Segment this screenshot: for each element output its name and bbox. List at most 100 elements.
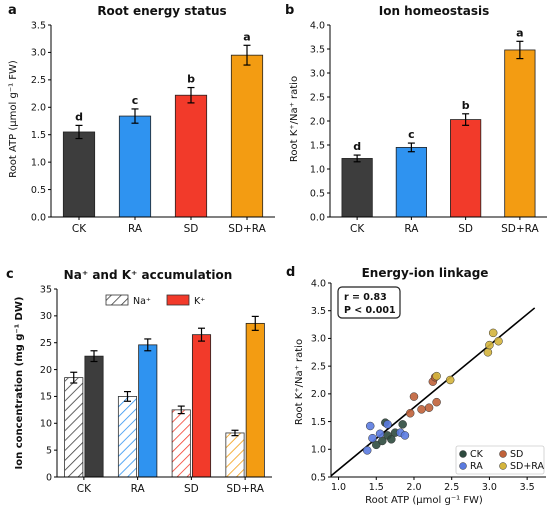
panel-a-ytick-label: 2.0: [31, 103, 46, 114]
panel-a-ytick-label: 3.5: [31, 20, 46, 31]
panel-d-legend-box: [455, 445, 545, 475]
panel-b-sig-letter: d: [353, 140, 361, 153]
panel-d-point-sd-ra: [488, 328, 498, 338]
panel-a-plot: 0.0 0.5 1.0 1.5 2.0 2.5 3.0 3.5 d CK c RA b SD a SD+RA: [31, 20, 275, 235]
panel-d-point-ra: [365, 421, 375, 431]
panel-b: b Ion homeostasis Root K⁺/Na⁺ ratio 0.0 0…: [285, 3, 547, 235]
panel-b-ytick-label: 1.5: [310, 140, 325, 151]
panel-a-title: Root energy status: [97, 4, 226, 18]
panel-b-title: Ion homeostasis: [379, 4, 489, 18]
panel-d-point-sd-ra: [494, 336, 503, 346]
panel-b-bar: [504, 49, 536, 218]
panel-b-bar: [341, 158, 373, 218]
panel-d-stat-r: r = 0.83: [344, 292, 387, 303]
panel-d-point-sd: [405, 409, 415, 418]
panel-d-label: d: [286, 265, 295, 280]
panel-d-point-sd-ra: [432, 371, 441, 381]
panel-d-legend-marker: [499, 450, 507, 458]
panel-d-legend-marker: [459, 450, 467, 458]
panel-d-legend-label: SD+RA: [510, 461, 545, 472]
panel-b-ytick-label: 2.0: [310, 116, 325, 127]
panel-a: a Root energy status Root ATP (μmol g⁻¹ …: [8, 3, 275, 235]
panel-a-bar: [118, 115, 152, 218]
panel-b-plot: 0.0 0.5 1.0 1.5 2.0 2.5 3.0 3.5 4.0 d CK c RA b SD a SD+…: [310, 20, 547, 235]
panel-b-sig-letter: a: [516, 26, 523, 39]
panel-d-xtick-label: 2.0: [406, 482, 421, 493]
panel-b-ytick-label: 0.0: [310, 212, 325, 223]
panel-c-xtick-label: SD+RA: [226, 483, 264, 495]
panel-c-ytick-label: 15: [40, 392, 52, 403]
panel-c-bar-na: [171, 409, 191, 478]
panel-b-ytick-label: 0.5: [310, 188, 325, 199]
panel-c-xtick-label: RA: [131, 483, 146, 495]
panel-d-point-sd: [432, 397, 441, 407]
panel-a-ytick-label: 1.5: [31, 130, 46, 141]
panel-c-ytick-label: 0: [46, 472, 52, 483]
panel-d-point-sd: [424, 403, 434, 412]
panel-d-point-ra: [362, 446, 372, 455]
panel-b-sig-letter: b: [462, 99, 470, 112]
panel-c-bar-k: [84, 355, 104, 478]
panel-a-xtick-label: SD+RA: [228, 223, 266, 235]
panel-a-sig-letter: c: [132, 94, 139, 107]
panel-b-sig-letter: c: [408, 128, 415, 141]
panel-d-point-sd-ra: [483, 348, 493, 357]
panel-b-ytick-label: 2.5: [310, 92, 325, 103]
panel-a-sig-letter: b: [187, 73, 195, 86]
panel-a-sig-letter: d: [75, 110, 83, 123]
panel-d-ytick-label: 1.0: [311, 445, 326, 456]
panel-d-point-ra: [383, 420, 392, 429]
panel-c-ytick-label: 35: [40, 284, 52, 295]
panel-c-bar-k: [245, 322, 265, 478]
panel-d-point-sd: [409, 392, 419, 401]
panel-a-xtick-label: SD: [184, 223, 199, 235]
panel-a-bar: [230, 54, 264, 218]
panel-b-ytick-label: 4.0: [310, 20, 325, 31]
legend-k-label: K⁺: [194, 296, 205, 307]
panel-b-xtick-label: RA: [404, 223, 419, 235]
panel-c-bar-k: [191, 334, 212, 478]
panel-d-ylabel: Root K⁺/Na⁺ ratio: [294, 339, 305, 425]
panel-d-point-ra: [400, 431, 410, 440]
panel-c-label: c: [6, 267, 14, 282]
panel-d-point-ck: [372, 440, 381, 450]
panel-c-ylabel: Ion concentration (mg g⁻¹ DW): [14, 297, 25, 470]
panel-c-ytick-label: 30: [40, 311, 52, 322]
panel-c-ytick-label: 10: [40, 419, 52, 430]
panel-d-plot: 0.5 1.0 1.5 2.0 2.5 3.0 3.5 4.0 1.0 1.5 2.0 2.5 3.0 3…: [311, 278, 546, 493]
panel-d-xtick-label: 1.0: [331, 482, 346, 493]
panel-d-title: Energy-ion linkage: [362, 266, 489, 280]
panel-c-legend: Na⁺ K⁺: [105, 294, 205, 307]
panel-d-legend-label: CK: [470, 449, 484, 460]
panel-b-label: b: [285, 3, 294, 18]
panel-d-xlabel: Root ATP (μmol g⁻¹ FW): [365, 495, 483, 506]
panel-b-ytick-label: 1.0: [310, 164, 325, 175]
panel-d-stats-box: [337, 286, 401, 319]
panel-d-xtick-label: 3.5: [520, 482, 535, 493]
panel-a-ytick-label: 0.5: [31, 185, 46, 196]
panel-d-ytick-label: 0.5: [311, 472, 326, 483]
panel-d: d Energy-ion linkage Root K⁺/Na⁺ ratio R…: [286, 265, 546, 506]
panel-c-xtick-label: SD: [184, 483, 199, 495]
panel-b-bar: [450, 119, 482, 218]
panel-c-ytick-label: 25: [40, 338, 52, 349]
panel-a-ylabel: Root ATP (μmol g⁻¹ FW): [8, 60, 19, 178]
panel-b-bar: [395, 146, 427, 218]
panel-b-xtick-label: SD+RA: [501, 223, 539, 235]
panel-d-point-sd-ra: [445, 375, 455, 385]
panel-d-point-sd: [417, 405, 426, 414]
panel-d-ytick-label: 3.5: [311, 306, 326, 317]
panel-d-legend-label: SD: [510, 449, 523, 460]
panel-a-xtick-label: CK: [72, 223, 87, 235]
panel-d-legend-marker: [459, 462, 467, 470]
panel-c-ytick-label: 20: [40, 365, 52, 376]
panel-d-point-ra: [375, 429, 385, 439]
legend-k-swatch: [166, 294, 190, 306]
panel-c-bar-na: [117, 396, 138, 478]
panel-b-ytick-label: 3.0: [310, 68, 325, 79]
panel-d-stat-p: P < 0.001: [344, 305, 396, 316]
panel-d-ytick-label: 2.5: [311, 361, 326, 372]
panel-d-ytick-label: 3.0: [311, 334, 326, 345]
panel-b-ylabel: Root K⁺/Na⁺ ratio: [289, 76, 300, 162]
